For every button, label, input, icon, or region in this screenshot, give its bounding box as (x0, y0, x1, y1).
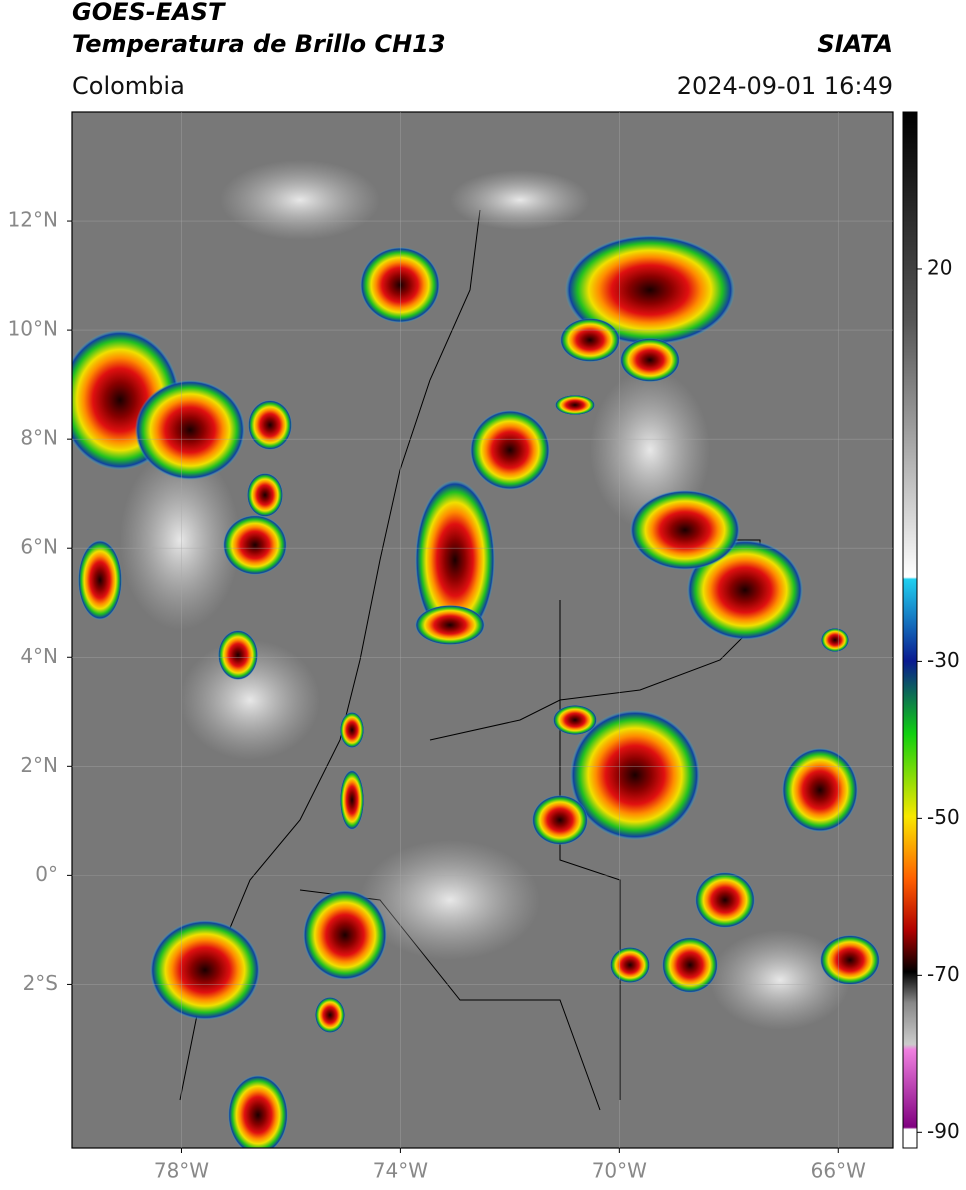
map-frame (71, 111, 894, 1149)
colorbar-tick-label: 20 (927, 255, 952, 279)
colorbar (902, 111, 918, 1149)
cloud-area (710, 930, 850, 1030)
storm-cell (303, 890, 387, 980)
cloud-area (450, 170, 590, 230)
cloud-area (220, 160, 380, 240)
storm-cell (218, 630, 258, 680)
y-tick-label: 8°N (20, 426, 58, 450)
storm-cell (560, 318, 620, 362)
storm-cell (565, 235, 735, 345)
storm-cell (782, 748, 858, 832)
x-tick-label: 78°W (154, 1159, 209, 1183)
y-tick-label: 6°N (20, 535, 58, 559)
title: GOES-EAST (72, 0, 226, 26)
y-tick-label: 2°N (20, 753, 58, 777)
storm-cell (470, 410, 550, 490)
storm-cell (150, 920, 260, 1020)
storm-cell (360, 247, 440, 323)
colorbar-tick-label: -30 (927, 648, 960, 672)
storm-cell (695, 872, 755, 928)
storm-cell (532, 795, 588, 845)
y-tick-label: 4°N (20, 644, 58, 668)
cloud-area (590, 370, 710, 530)
storm-cell (223, 515, 287, 575)
storm-cell (315, 997, 345, 1033)
cloud-area (120, 450, 240, 630)
source: SIATA (817, 30, 893, 58)
timestamp: 2024-09-01 16:49 (677, 72, 893, 100)
colorbar-tick-label: -50 (927, 805, 960, 829)
y-tick-label: 2°S (23, 971, 58, 995)
subtitle: Temperatura de Brillo CH13 (72, 30, 446, 58)
storm-cell (555, 395, 595, 415)
storm-cell (228, 1075, 288, 1148)
storm-cell (78, 540, 122, 620)
storm-cell (248, 400, 292, 450)
region: Colombia (72, 72, 185, 100)
storm-cell (247, 473, 283, 517)
colorbar-tick-label: -90 (927, 1119, 960, 1143)
storm-cell (340, 770, 364, 830)
satellite-image (72, 112, 893, 1148)
storm-cell (662, 937, 718, 993)
cloud-area (360, 840, 540, 960)
storm-cell (570, 710, 700, 840)
y-tick-label: 0° (35, 862, 58, 886)
storm-cell (340, 712, 364, 748)
x-tick-label: 66°W (811, 1159, 866, 1183)
y-tick-label: 10°N (8, 317, 58, 341)
storm-cell (415, 605, 485, 645)
storm-cell (620, 338, 680, 382)
x-tick-label: 74°W (373, 1159, 428, 1183)
storm-cell (687, 540, 803, 640)
storm-cell (135, 380, 245, 480)
border-line (179, 209, 481, 1101)
x-tick-label: 70°W (592, 1159, 647, 1183)
y-tick-label: 12°N (8, 208, 58, 232)
storm-cell (821, 628, 849, 652)
storm-cell (610, 947, 650, 983)
storm-cell (415, 480, 495, 640)
storm-cell (820, 935, 880, 985)
colorbar-tick-label: -70 (927, 962, 960, 986)
storm-cell (553, 705, 597, 735)
cloud-area (180, 640, 320, 760)
storm-cell (630, 490, 740, 570)
